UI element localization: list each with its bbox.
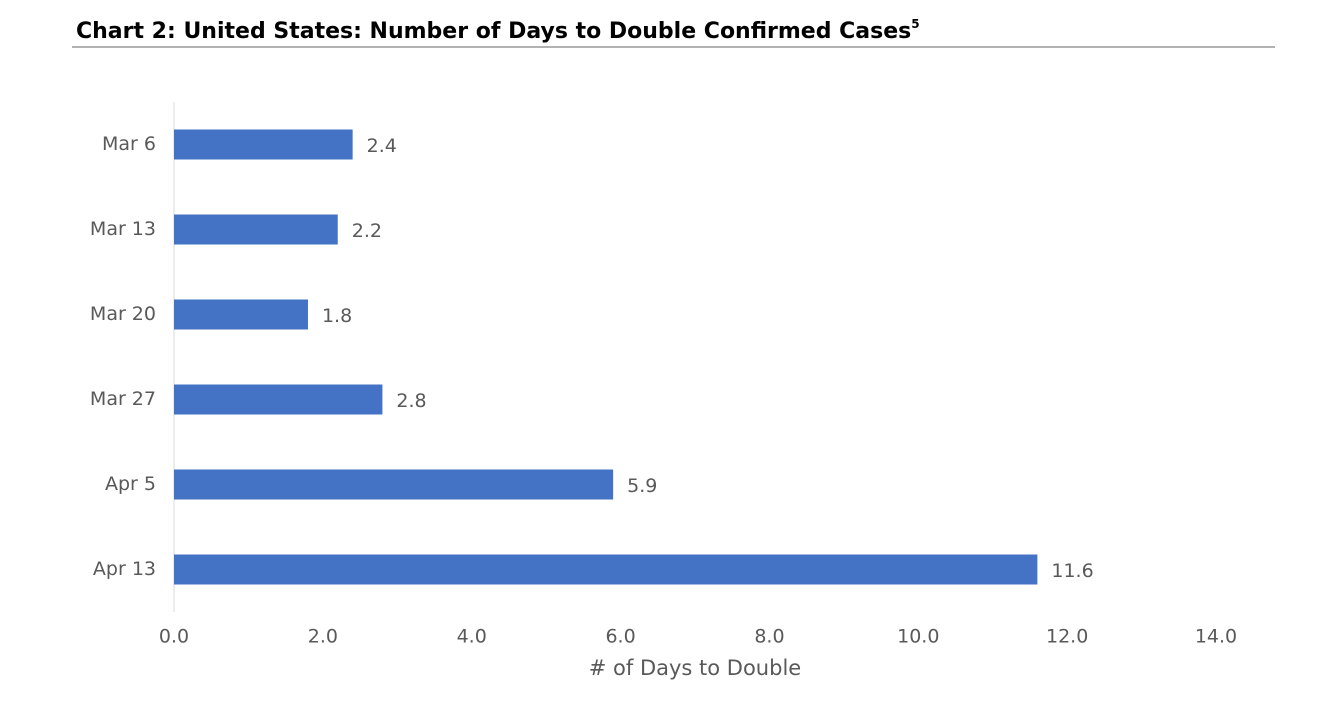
bar bbox=[174, 129, 353, 160]
x-tick-label: 0.0 bbox=[159, 626, 189, 648]
y-tick-label: Apr 13 bbox=[93, 558, 156, 580]
x-tick-label: 8.0 bbox=[754, 626, 784, 648]
bar bbox=[174, 384, 383, 415]
value-label: 2.8 bbox=[396, 390, 426, 412]
x-tick-label: 6.0 bbox=[605, 626, 635, 648]
y-tick-label: Mar 13 bbox=[90, 218, 156, 240]
x-tick-label: 12.0 bbox=[1046, 626, 1088, 648]
bar bbox=[174, 214, 338, 245]
value-label: 5.9 bbox=[627, 475, 657, 497]
x-tick-label: 4.0 bbox=[457, 626, 487, 648]
x-tick-label: 2.0 bbox=[308, 626, 338, 648]
value-label: 1.8 bbox=[322, 305, 352, 327]
bar bbox=[174, 554, 1038, 585]
y-tick-label: Mar 20 bbox=[90, 303, 156, 325]
title-superscript: 5 bbox=[911, 17, 919, 31]
y-tick-label: Mar 6 bbox=[102, 133, 156, 155]
x-axis-label: # of Days to Double bbox=[589, 656, 801, 680]
value-label: 2.2 bbox=[352, 220, 382, 242]
value-label: 2.4 bbox=[367, 135, 397, 157]
y-tick-label: Mar 27 bbox=[90, 388, 156, 410]
title-text: Chart 2: United States: Number of Days t… bbox=[76, 19, 911, 44]
x-tick-label: 10.0 bbox=[897, 626, 939, 648]
bar bbox=[174, 299, 308, 330]
value-label: 11.6 bbox=[1051, 560, 1093, 582]
bar bbox=[174, 469, 614, 500]
x-tick-label: 14.0 bbox=[1195, 626, 1237, 648]
y-tick-label: Apr 5 bbox=[105, 473, 156, 495]
chart-title: Chart 2: United States: Number of Days t… bbox=[76, 17, 920, 45]
